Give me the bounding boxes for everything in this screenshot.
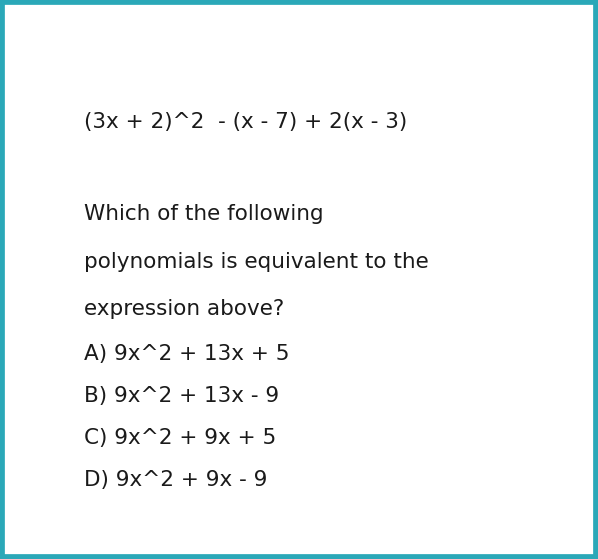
- Text: expression above?: expression above?: [84, 299, 284, 319]
- Text: polynomials is equivalent to the: polynomials is equivalent to the: [84, 252, 429, 272]
- Text: (3x + 2)^2  - (x - 7) + 2(x - 3): (3x + 2)^2 - (x - 7) + 2(x - 3): [84, 112, 407, 132]
- Text: B) 9x^2 + 13x - 9: B) 9x^2 + 13x - 9: [84, 386, 279, 406]
- Text: Which of the following: Which of the following: [84, 204, 324, 224]
- Text: D) 9x^2 + 9x - 9: D) 9x^2 + 9x - 9: [84, 470, 267, 490]
- Text: C) 9x^2 + 9x + 5: C) 9x^2 + 9x + 5: [84, 428, 276, 448]
- Text: A) 9x^2 + 13x + 5: A) 9x^2 + 13x + 5: [84, 344, 289, 364]
